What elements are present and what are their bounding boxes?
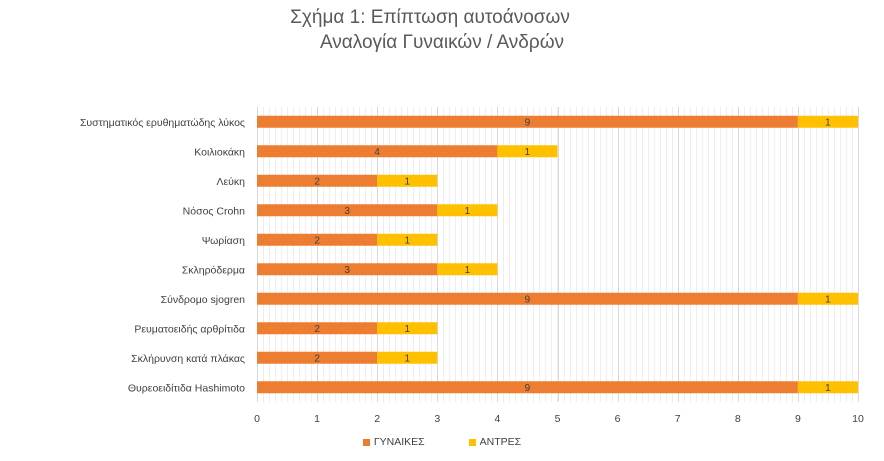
bar-women xyxy=(257,115,798,128)
bar-men xyxy=(437,263,498,276)
category-label: Λεύκη xyxy=(216,176,245,188)
x-tick-label: 0 xyxy=(254,413,260,425)
category-label: Σκλήρυνση κατά πλάκας xyxy=(131,353,245,365)
bar-men xyxy=(797,115,858,128)
bar-men xyxy=(377,322,438,335)
data-label-men: 1 xyxy=(825,383,831,394)
bar-men xyxy=(797,381,858,394)
data-label-men: 1 xyxy=(825,117,831,128)
data-label-women: 2 xyxy=(314,176,320,187)
data-label-men: 1 xyxy=(404,176,410,187)
category-label: Σκληρόδερμα xyxy=(182,264,245,276)
data-label-women: 9 xyxy=(525,383,531,394)
bar-men xyxy=(377,233,438,246)
category-label: Ψωρίαση xyxy=(202,235,245,247)
bar-women xyxy=(257,204,438,217)
bar-men xyxy=(497,145,558,158)
data-label-women: 2 xyxy=(314,353,320,364)
legend-swatch-women xyxy=(362,438,370,446)
data-label-men: 1 xyxy=(404,353,410,364)
bar-men xyxy=(437,204,498,217)
x-tick-label: 5 xyxy=(555,413,561,425)
x-tick-label: 9 xyxy=(795,413,801,425)
bar-women xyxy=(257,233,378,246)
chart-subtitle: Αναλογία Γυναικών / Ανδρών xyxy=(319,32,565,53)
x-tick-label: 7 xyxy=(675,413,681,425)
data-label-men: 1 xyxy=(465,206,471,217)
bar-women xyxy=(257,145,498,158)
legend-item-men: ΑΝΤΡΕΣ xyxy=(468,436,522,448)
category-label: Θυρεοειδίτιδα Hashimoto xyxy=(128,382,245,394)
data-label-men: 1 xyxy=(825,294,831,305)
legend-swatch-men xyxy=(468,438,476,446)
legend-label-men: ΑΝΤΡΕΣ xyxy=(479,436,522,448)
data-label-women: 9 xyxy=(525,117,531,128)
data-label-women: 3 xyxy=(344,265,350,276)
x-tick-label: 8 xyxy=(735,413,741,425)
category-label: Νόσος Crohn xyxy=(183,205,245,217)
data-label-women: 3 xyxy=(344,206,350,217)
bar-women xyxy=(257,292,798,305)
category-label: Ρευματοειδής αρθρίτιδα xyxy=(134,323,245,335)
data-label-women: 2 xyxy=(314,324,320,335)
bar-men xyxy=(377,351,438,364)
chart-legend: ΓΥΝΑΙΚΕΣ ΑΝΤΡΕΣ xyxy=(0,436,884,448)
data-label-men: 1 xyxy=(404,235,410,246)
category-label: Σύνδρομο sjogren xyxy=(161,294,246,306)
x-tick-label: 2 xyxy=(374,413,380,425)
bar-men xyxy=(797,292,858,305)
x-tick-label: 6 xyxy=(615,413,621,425)
data-label-men: 1 xyxy=(404,324,410,335)
bar-women xyxy=(257,381,798,394)
legend-item-women: ΓΥΝΑΙΚΕΣ xyxy=(362,436,425,448)
category-label: Συστηματικός ερυθηματώδης λύκος xyxy=(80,117,245,129)
data-label-men: 1 xyxy=(465,265,471,276)
x-tick-label: 3 xyxy=(434,413,440,425)
x-tick-label: 4 xyxy=(494,413,500,425)
legend-label-women: ΓΥΝΑΙΚΕΣ xyxy=(373,436,425,448)
chart-title: Σχήμα 1: Επίπτωση αυτοάνοσων xyxy=(290,7,570,28)
bar-men xyxy=(377,174,438,187)
x-tick-label: 1 xyxy=(314,413,320,425)
bar-women xyxy=(257,322,378,335)
category-label: Κοιλιοκάκη xyxy=(194,146,245,158)
x-tick-label: 10 xyxy=(852,413,864,425)
data-label-women: 4 xyxy=(374,147,380,158)
bar-women xyxy=(257,263,438,276)
bar-women xyxy=(257,351,378,364)
data-label-women: 9 xyxy=(525,294,531,305)
data-label-men: 1 xyxy=(525,147,531,158)
data-label-women: 2 xyxy=(314,235,320,246)
bar-women xyxy=(257,174,378,187)
